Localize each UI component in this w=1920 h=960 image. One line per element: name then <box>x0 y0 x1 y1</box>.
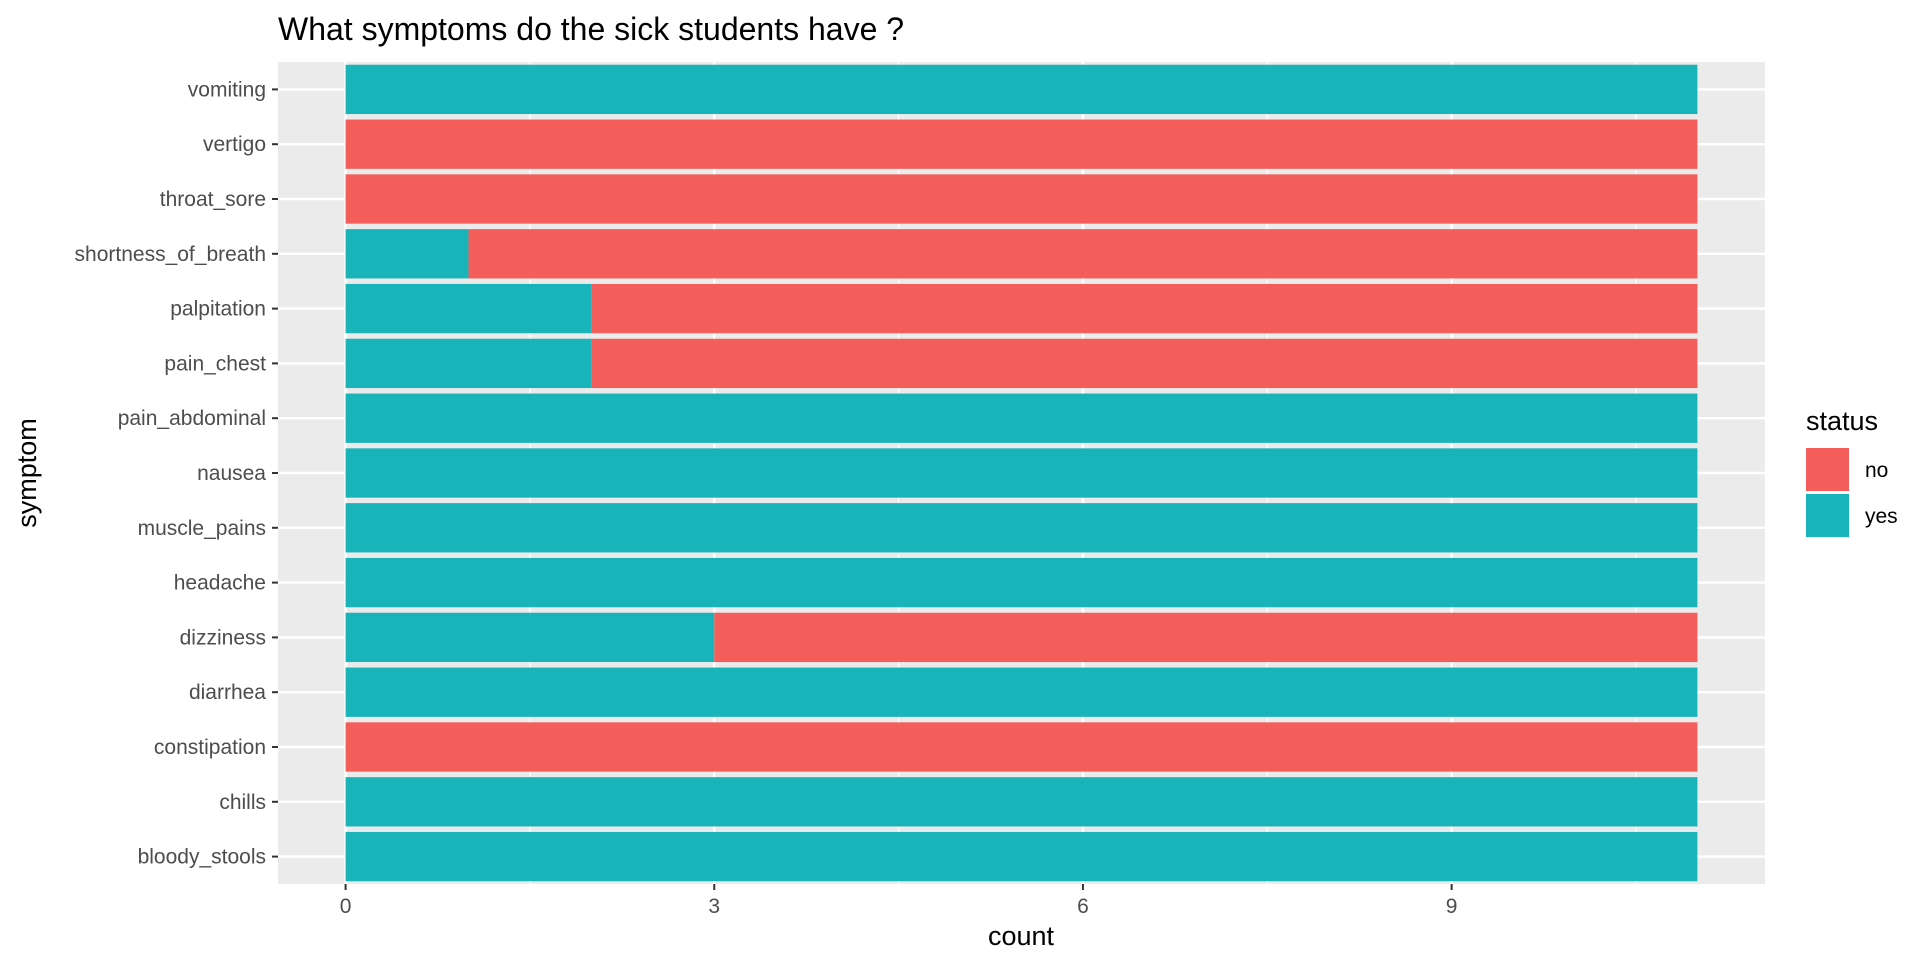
bar-yes-pain_abdominal <box>345 393 1698 443</box>
chart-title: What symptoms do the sick students have … <box>278 11 904 47</box>
bar-no-pain_chest <box>591 338 1698 389</box>
y-tick-label: pain_abdominal <box>118 407 266 430</box>
bar-no-dizziness <box>714 612 1698 663</box>
bar-yes-palpitation <box>345 283 592 334</box>
y-tick-label: chills <box>219 791 266 814</box>
legend-title: status <box>1806 406 1878 436</box>
x-tick-label: 0 <box>340 895 352 918</box>
y-tick-label: constipation <box>154 736 266 759</box>
x-axis: 0 3 6 9 <box>340 884 1458 918</box>
legend-label-no: no <box>1865 459 1888 482</box>
legend: status no yes <box>1806 406 1898 537</box>
bar-yes-muscle_pains <box>345 503 1698 553</box>
legend-items: no yes <box>1806 448 1898 537</box>
x-tick-label: 6 <box>1077 895 1089 918</box>
bar-no-shortness_of_breath <box>468 229 1698 279</box>
bar-yes-chills <box>345 777 1698 827</box>
y-tick-label: palpitation <box>170 298 266 321</box>
bar-no-vertigo <box>345 119 1698 169</box>
y-tick-label: vomiting <box>188 78 266 101</box>
y-tick-label: pain_chest <box>164 352 266 375</box>
y-tick-label: vertigo <box>203 133 266 156</box>
bar-yes-pain_chest <box>345 338 592 389</box>
y-tick-label: muscle_pains <box>138 517 266 540</box>
y-tick-label: diarrhea <box>189 681 266 704</box>
legend-label-yes: yes <box>1865 505 1898 528</box>
y-tick-label: nausea <box>197 462 266 485</box>
bar-no-constipation <box>345 722 1698 772</box>
y-tick-label: bloody_stools <box>138 846 266 869</box>
bar-no-palpitation <box>591 283 1698 334</box>
y-axis-title: symptom <box>12 418 42 528</box>
legend-key-yes <box>1806 494 1849 537</box>
y-axis: bloody_stools chills constipation diarrhea d… <box>75 78 278 869</box>
bar-yes-vomiting <box>345 64 1698 115</box>
x-tick-label: 9 <box>1446 895 1458 918</box>
bars <box>345 64 1698 882</box>
bar-yes-shortness_of_breath <box>345 229 469 279</box>
bar-yes-dizziness <box>345 612 715 663</box>
bar-yes-headache <box>345 557 1698 608</box>
bar-yes-bloody_stools <box>345 831 1698 882</box>
x-tick-label: 3 <box>708 895 720 918</box>
y-tick-label: shortness_of_breath <box>75 243 266 266</box>
bar-yes-diarrhea <box>345 667 1698 717</box>
y-tick-label: headache <box>174 572 266 595</box>
bar-yes-nausea <box>345 448 1698 498</box>
y-tick-label: throat_sore <box>160 188 266 211</box>
legend-key-no <box>1806 448 1849 491</box>
bar-no-throat_sore <box>345 174 1698 224</box>
x-axis-title: count <box>988 921 1055 951</box>
y-tick-label: dizziness <box>180 626 266 649</box>
